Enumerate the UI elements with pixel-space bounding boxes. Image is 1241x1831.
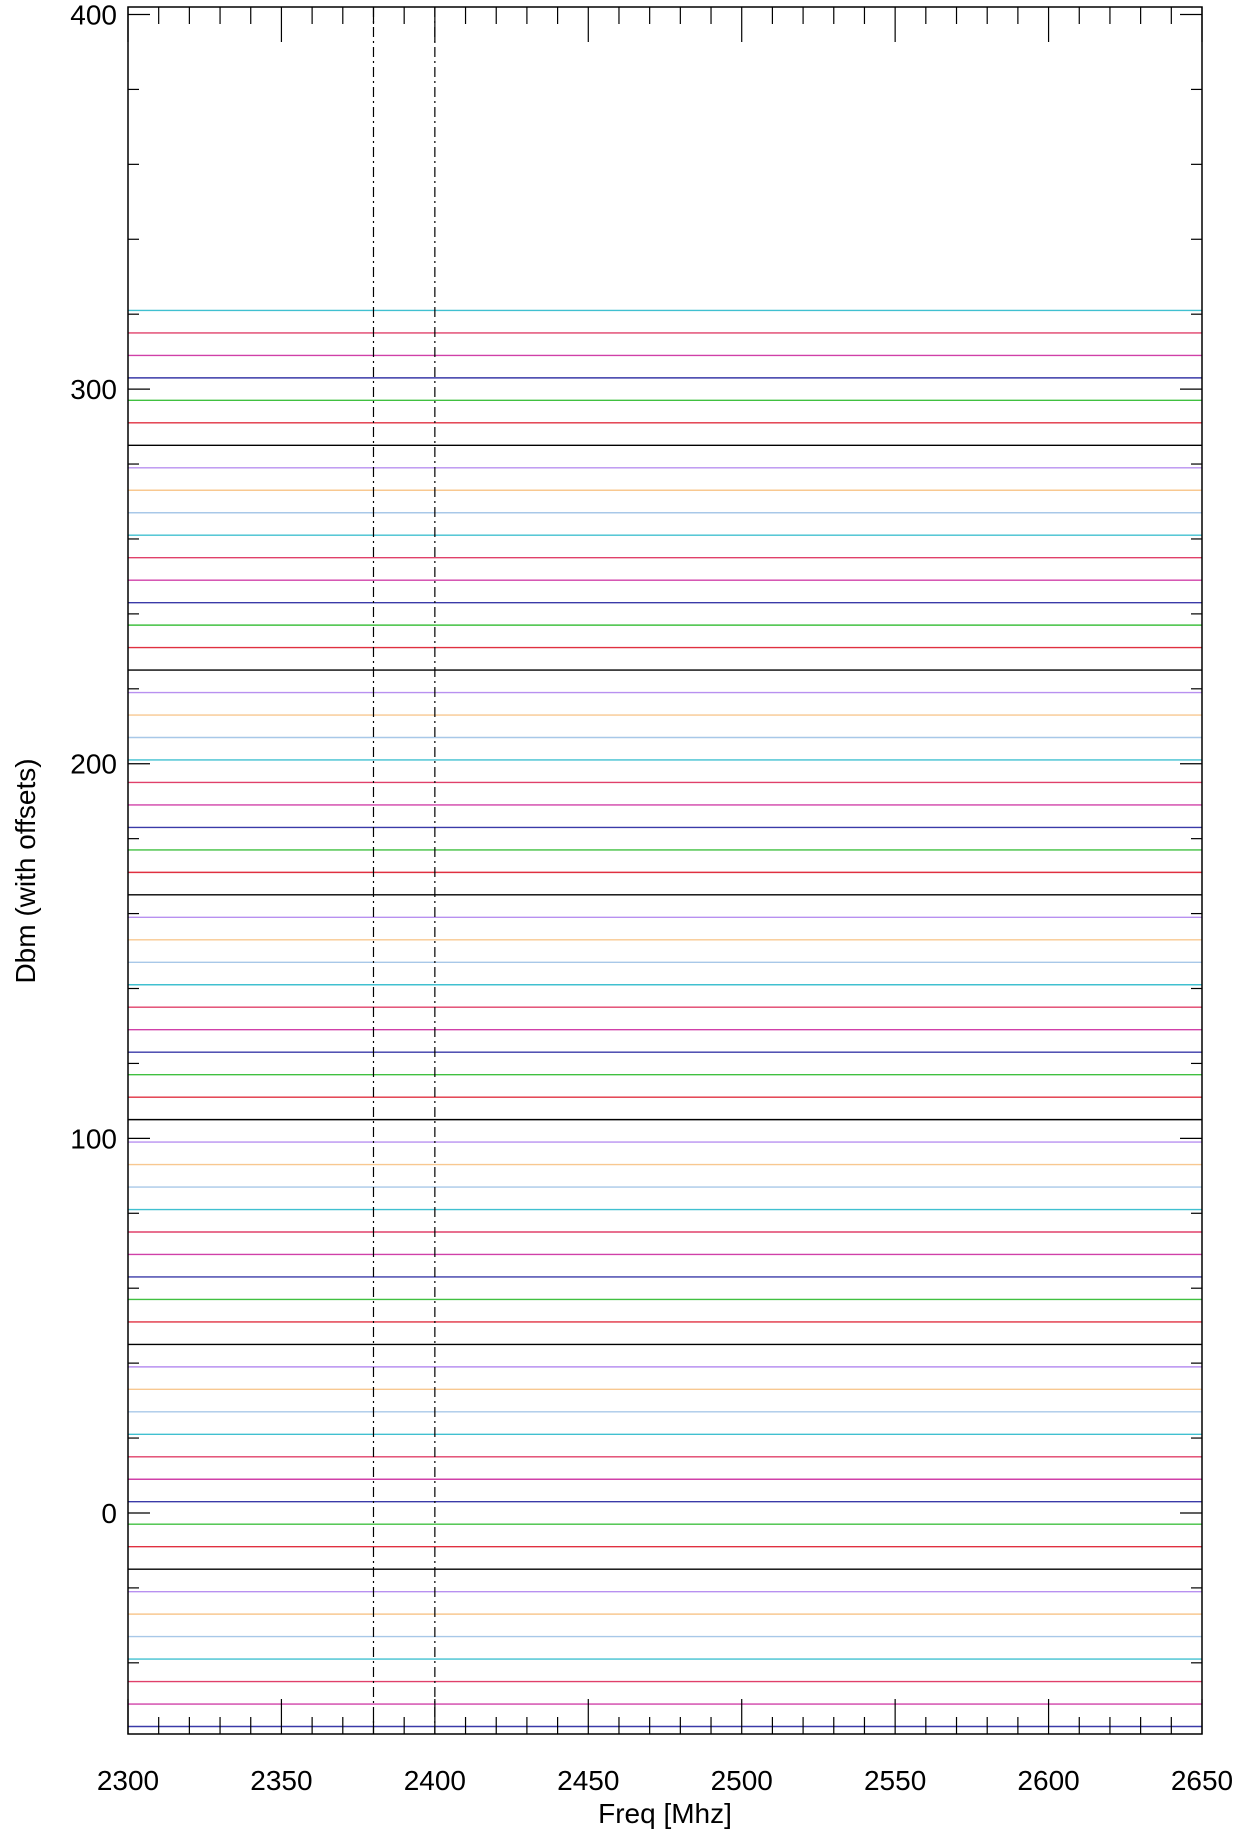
x-tick-label: 2650 — [1171, 1765, 1233, 1796]
y-tick-label: 300 — [70, 374, 117, 405]
y-axis-label: Dbm (with offsets) — [10, 758, 41, 983]
y-tick-label: 200 — [70, 749, 117, 780]
y-tick-label: 0 — [101, 1498, 117, 1529]
x-tick-label: 2600 — [1017, 1765, 1079, 1796]
x-tick-label: 2400 — [404, 1765, 466, 1796]
x-tick-label: 2450 — [557, 1765, 619, 1796]
x-tick-label: 2500 — [711, 1765, 773, 1796]
vline-layer — [372, 7, 436, 1734]
x-tick-label: 2350 — [250, 1765, 312, 1796]
y-tick-label: 100 — [70, 1123, 117, 1154]
plot-frame — [127, 6, 1203, 1735]
x-tick-label: 2550 — [864, 1765, 926, 1796]
series-layer — [128, 309, 1202, 1728]
y-tick-label: 400 — [70, 0, 117, 30]
tick-layer — [127, 7, 1203, 1734]
x-axis-label: Freq [Mhz] — [598, 1798, 732, 1829]
label-layer: 2300 2350 2400 2450 2500 2550 2600 2650 0 100 200 3… — [70, 0, 1233, 1796]
x-tick-label: 2300 — [97, 1765, 159, 1796]
